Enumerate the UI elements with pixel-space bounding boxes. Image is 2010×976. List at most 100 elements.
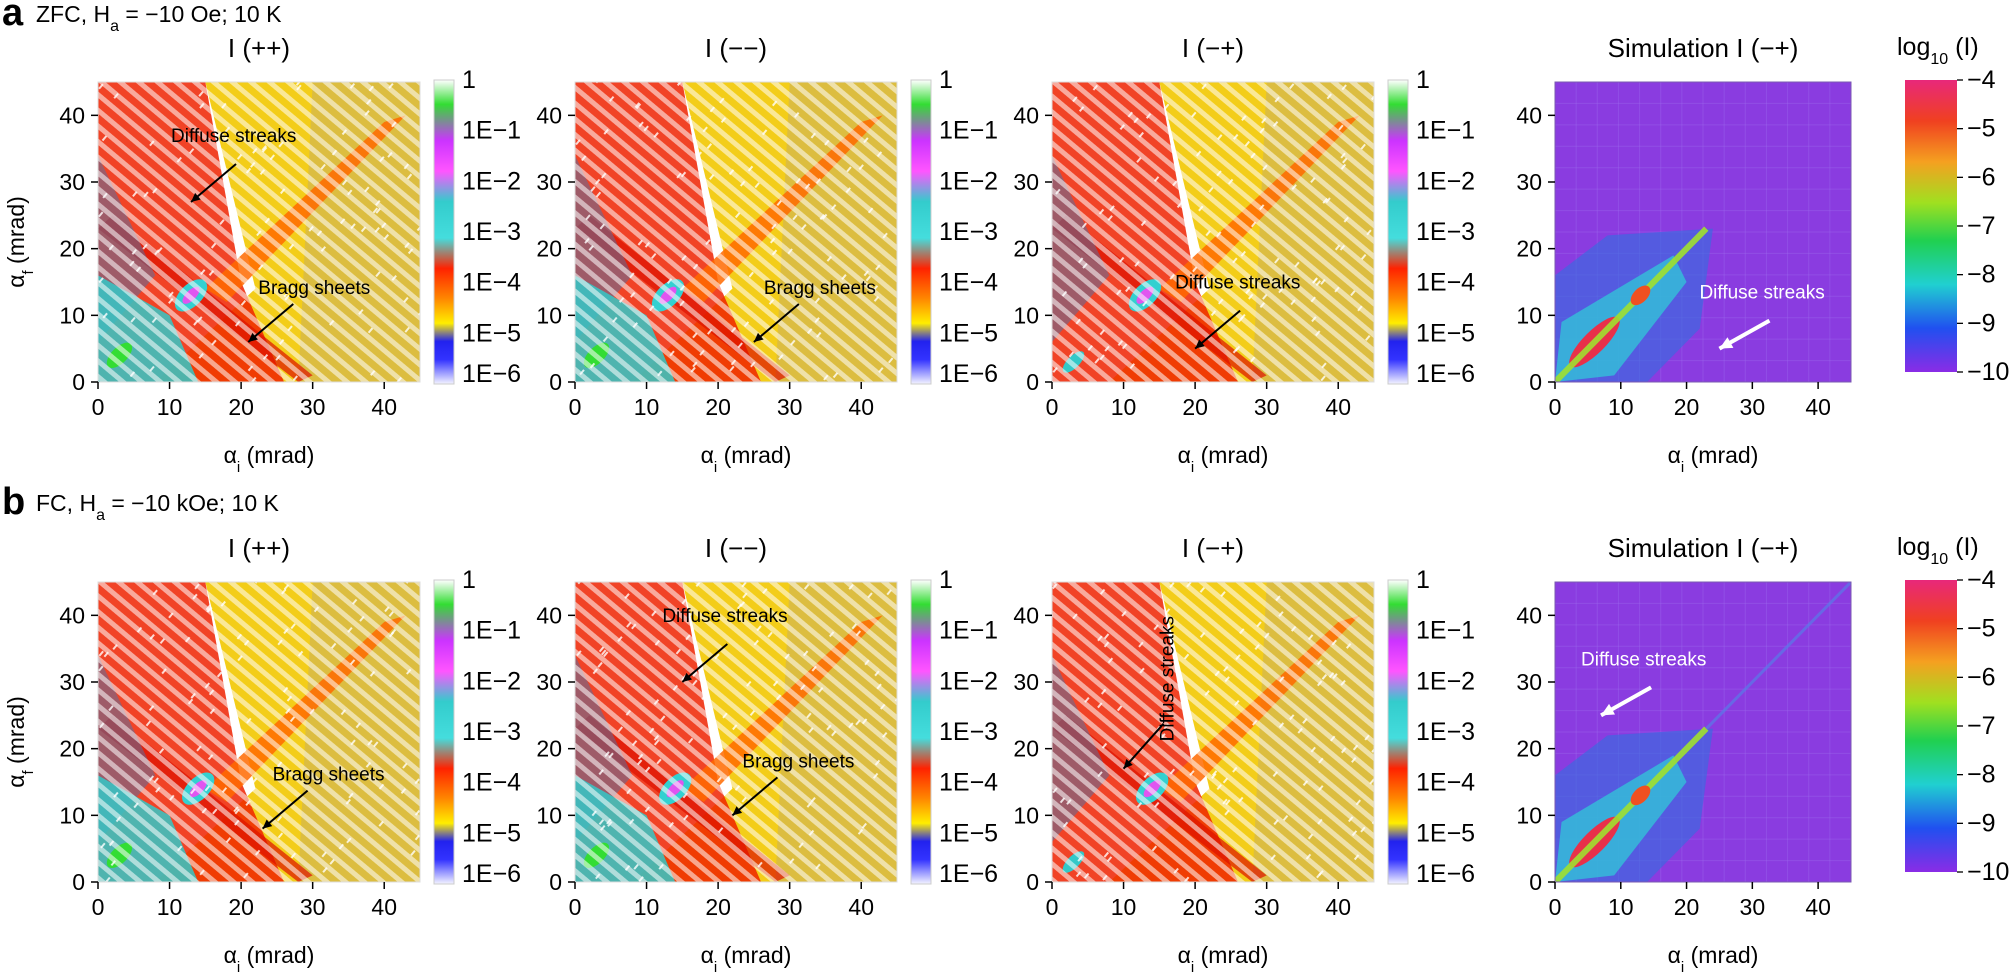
speckle [1154, 801, 1160, 808]
speckle [846, 166, 852, 173]
speckle [696, 151, 703, 158]
annotation-label: Diffuse streaks [171, 126, 296, 147]
speckle [601, 649, 607, 656]
colorbar-tick-label: 1E−4 [1416, 269, 1475, 297]
speckle [1315, 280, 1322, 287]
plot-frame [97, 581, 421, 883]
speckle [234, 808, 240, 815]
speckle [347, 626, 353, 633]
speckle [367, 739, 373, 746]
speckle [1302, 780, 1309, 787]
colorbar-tick-label: 1E−5 [1416, 319, 1475, 347]
y-tick-label: 30 [1013, 169, 1039, 195]
speckle [1082, 262, 1088, 269]
speckle [1311, 316, 1317, 323]
speckle [880, 703, 886, 710]
speckle [1250, 221, 1257, 228]
speckle [823, 374, 829, 381]
annotation-label: Bragg sheets [742, 751, 854, 772]
speckle [1235, 654, 1241, 661]
speckle [1068, 351, 1075, 358]
speckle [1077, 855, 1083, 862]
speckle [602, 336, 609, 343]
speckle [113, 93, 119, 99]
speckle [388, 83, 394, 89]
speckle [384, 606, 390, 613]
speckle [1272, 771, 1279, 778]
speckle [1240, 250, 1246, 257]
speckle [108, 840, 115, 847]
speckle [364, 186, 370, 193]
speckle [626, 621, 632, 628]
y-tick-label: 40 [1516, 602, 1542, 628]
speckle [1119, 124, 1126, 131]
x-axis-label: αi (mrad) [224, 442, 315, 476]
x-tick-label: 10 [1608, 394, 1634, 420]
x-tick-label: 0 [92, 894, 105, 920]
speckle [349, 83, 356, 89]
speckle [1061, 290, 1068, 297]
speckle [198, 352, 204, 359]
x-tick-label: 20 [705, 394, 731, 420]
speckle [590, 186, 596, 193]
speckle [1127, 111, 1133, 118]
speckle [358, 308, 364, 315]
speckle [290, 852, 297, 859]
speckle [861, 718, 868, 725]
speckle [1097, 702, 1103, 709]
x-tick-label: 20 [1182, 394, 1208, 420]
speckle [418, 309, 420, 316]
speckle [1278, 611, 1284, 617]
speckle [276, 815, 283, 822]
speckle [1186, 582, 1192, 588]
speckle [279, 188, 286, 195]
speckle [289, 716, 296, 723]
speckle [600, 824, 606, 831]
speckle [1341, 84, 1347, 91]
speckle [771, 223, 777, 230]
x-tick-label: 10 [634, 894, 660, 920]
speckle [297, 650, 304, 657]
y-tick-label: 20 [59, 236, 85, 262]
speckle [375, 207, 381, 214]
heatmap-image [98, 82, 420, 382]
speckle [831, 730, 837, 737]
colorbar-tick-label: −5 [1967, 115, 1996, 143]
speckle [349, 659, 356, 666]
speckle [283, 584, 290, 590]
speckle [660, 715, 666, 722]
speckle [1107, 657, 1114, 664]
speckle [741, 582, 747, 588]
speckle [396, 376, 403, 382]
speckle [1164, 103, 1170, 110]
x-axis-label: αi (mrad) [701, 942, 792, 976]
speckle [283, 628, 289, 635]
speckle [1121, 343, 1128, 350]
speckle [184, 636, 191, 643]
speckle [102, 192, 108, 199]
speckle [1163, 723, 1169, 730]
speckle [98, 277, 104, 284]
heatmap-panel-b-1: I (++) 00 10 10 20 20 30 30 40 40 αi (mrad) αf (mra… [3, 533, 521, 976]
heatmap-image [575, 582, 897, 882]
colorbar [910, 79, 932, 385]
speckle [1262, 293, 1268, 300]
speckle [741, 796, 747, 803]
speckle [1116, 289, 1122, 296]
speckle [168, 291, 174, 298]
speckle [284, 294, 290, 301]
speckle [618, 296, 625, 303]
annotation-arrow [731, 776, 779, 817]
x-tick-label: 20 [1674, 394, 1700, 420]
speckle [419, 317, 420, 324]
speckle [251, 777, 258, 784]
speckle [857, 828, 864, 835]
speckle [1142, 300, 1148, 307]
x-tick-label: 40 [1325, 394, 1351, 420]
y-tick-label: 20 [536, 236, 562, 262]
speckle [1259, 204, 1265, 211]
speckle [269, 154, 275, 161]
speckle [728, 169, 735, 176]
speckle [364, 110, 370, 116]
speckle [1134, 261, 1140, 267]
